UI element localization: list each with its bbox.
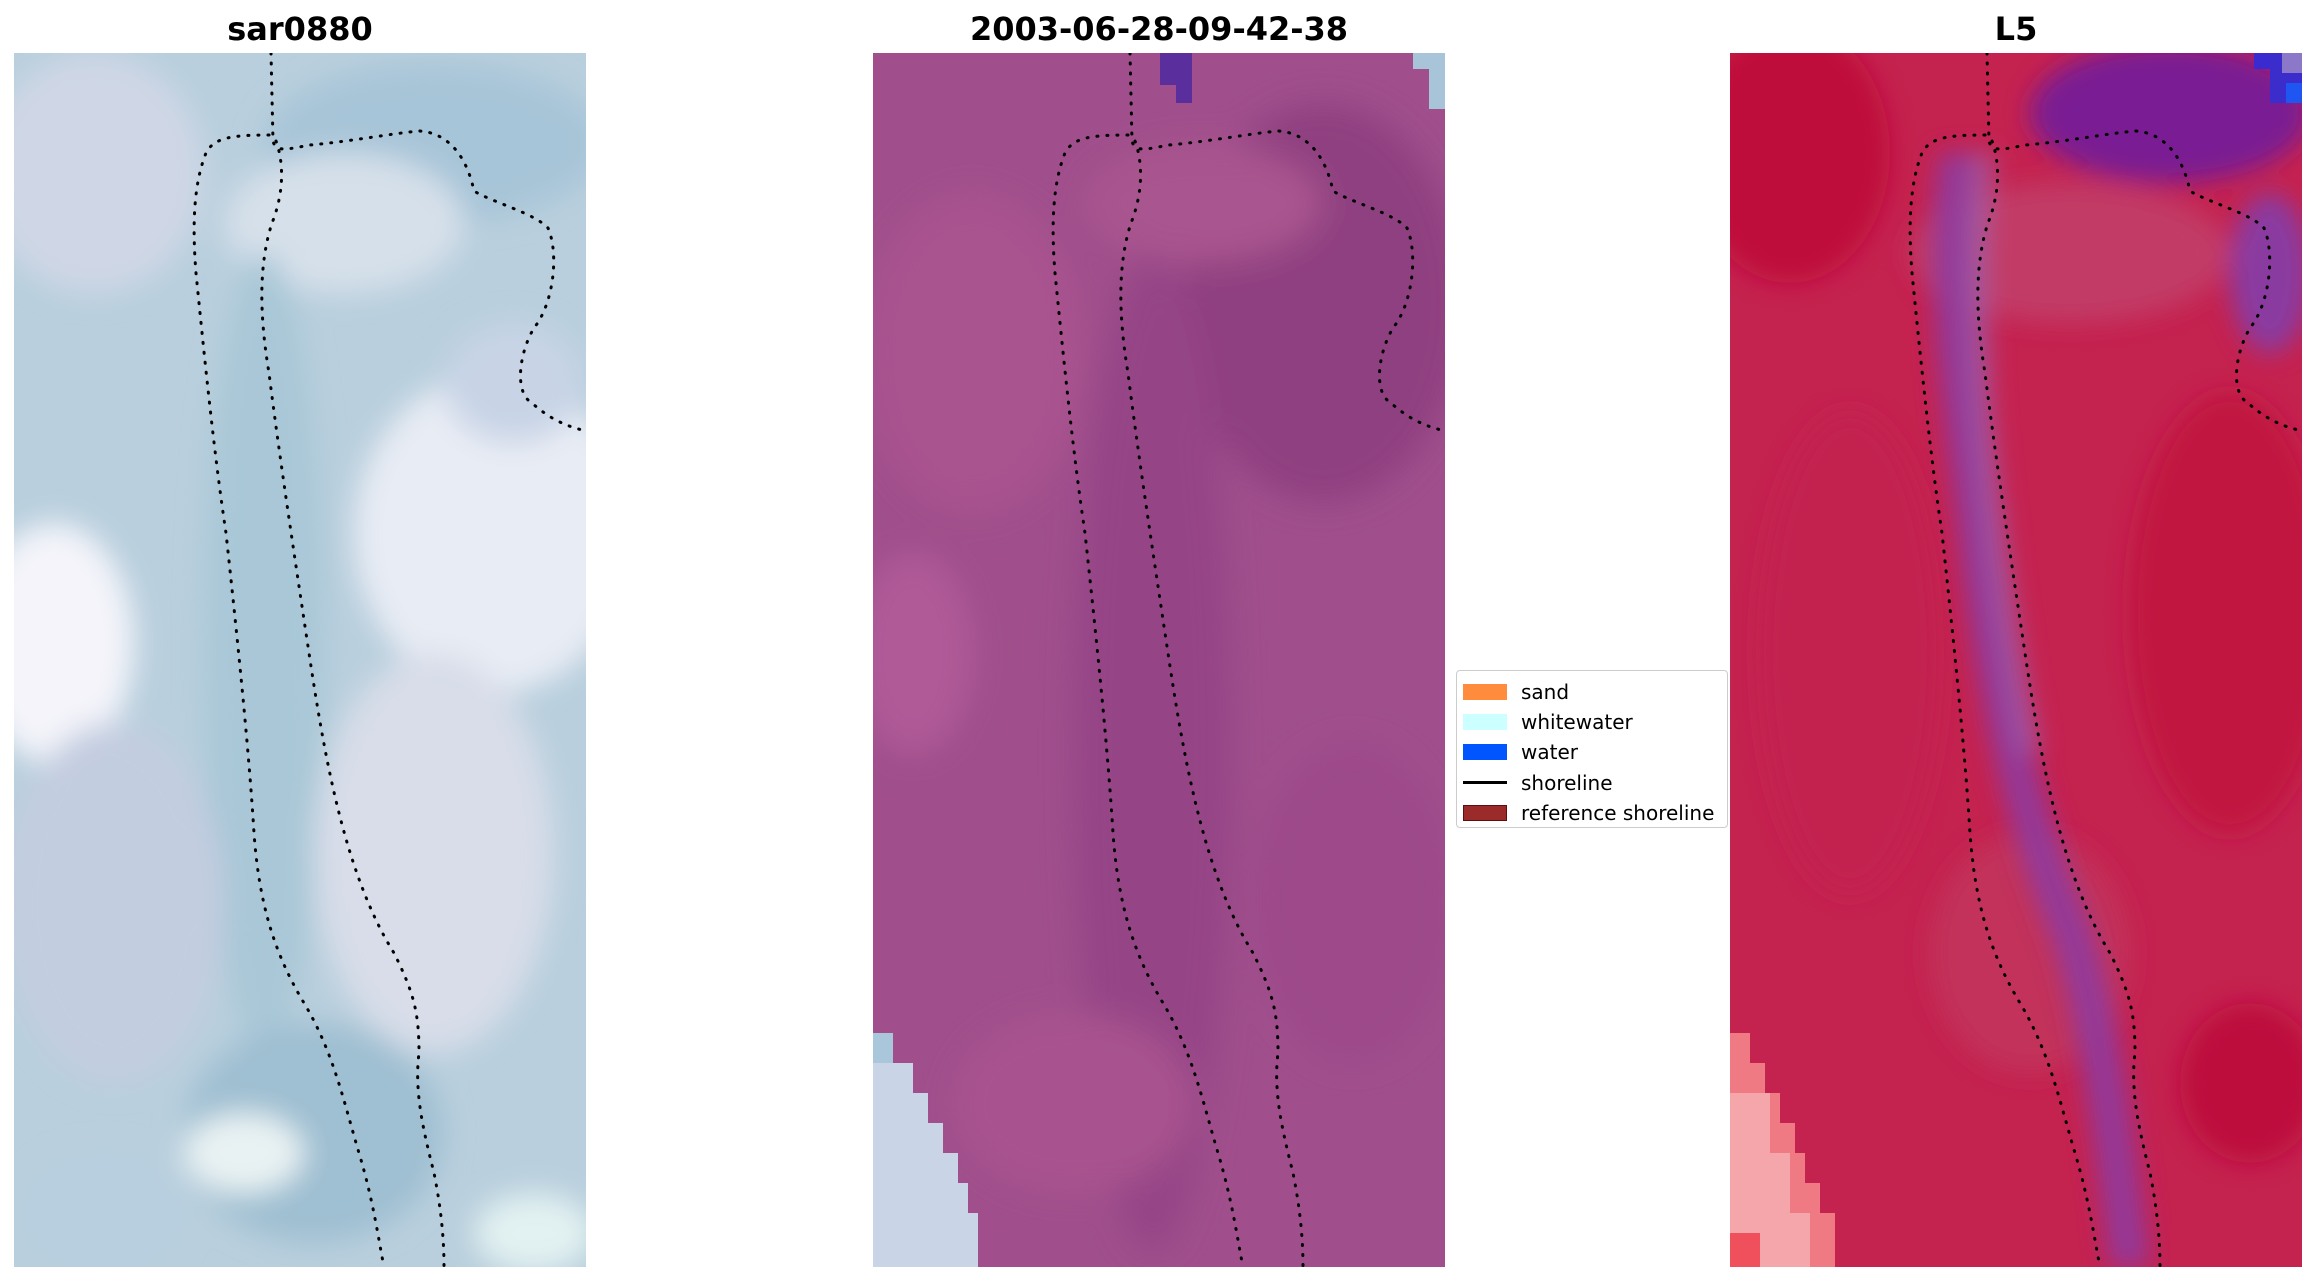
legend-label-water: water [1521, 740, 1578, 765]
false-colour-image-panel [1730, 53, 2302, 1267]
shoreline-1 [192, 53, 586, 1267]
legend-label-whitewater: whitewater [1521, 710, 1633, 735]
panel-title-1: sar0880 [227, 10, 373, 48]
legend-item-water: water [1457, 737, 1727, 767]
rgb-image-panel [14, 53, 586, 1267]
shoreline-line-swatch [1463, 781, 1507, 785]
legend-item-sand: sand [1457, 677, 1727, 707]
false-colour-image [1730, 53, 2302, 1267]
legend-item-reference-shoreline: reference shoreline [1457, 798, 1727, 828]
legend-label-reference-shoreline: reference shoreline [1521, 800, 1715, 825]
legend-label-sand: sand [1521, 680, 1570, 705]
legend-item-shoreline: shoreline [1457, 768, 1727, 798]
classified-image [873, 53, 1445, 1267]
water-swatch [1463, 744, 1507, 761]
shoreline-3 [1908, 53, 2302, 1267]
legend: sand whitewater water shoreline referenc… [1456, 670, 1728, 828]
classified-image-panel [873, 53, 1445, 1267]
legend-label-shoreline: shoreline [1521, 770, 1613, 795]
shoreline-2 [1051, 53, 1445, 1267]
panel-title-3: L5 [1994, 10, 2038, 48]
whitewater-swatch [1463, 714, 1507, 731]
sand-swatch [1463, 684, 1507, 701]
legend-item-whitewater: whitewater [1457, 707, 1727, 737]
rgb-image [14, 53, 586, 1267]
panel-title-2: 2003-06-28-09-42-38 [969, 10, 1349, 48]
reference-shoreline-swatch [1463, 804, 1507, 821]
